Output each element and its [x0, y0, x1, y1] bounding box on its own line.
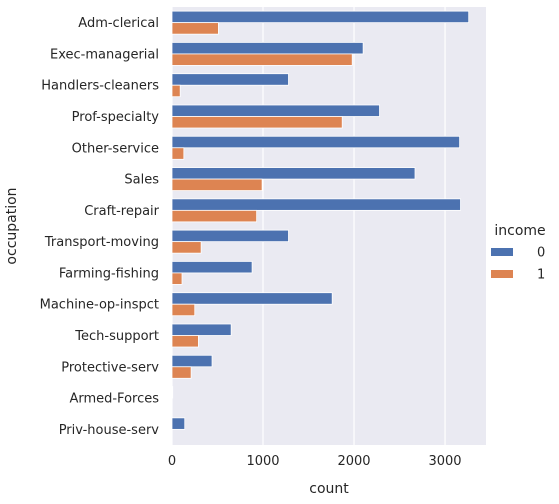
bar-machine-op-inspct-income-1 [171, 303, 196, 317]
legend: income 01 [491, 223, 546, 283]
bar-handlers-cleaners-income-0 [171, 73, 289, 86]
y-tick-label: Exec-managerial [50, 47, 159, 62]
y-tick-label: Other-service [72, 141, 159, 156]
bar-prof-specialty-income-1 [171, 116, 343, 129]
legend-items: 01 [491, 246, 545, 283]
legend-swatch-0 [491, 248, 513, 256]
bar-farming-fishing-income-1 [171, 272, 183, 285]
legend-title: income [494, 223, 545, 239]
y-tick-label: Farming-fishing [59, 266, 159, 281]
bar-priv-house-serv-income-0 [171, 417, 186, 430]
legend-label: 0 [537, 246, 545, 261]
x-tick-label: 2000 [337, 454, 370, 469]
bar-protective-serv-income-0 [171, 354, 213, 368]
bar-machine-op-inspct-income-0 [171, 292, 333, 305]
x-tick-label: 1000 [246, 454, 279, 469]
y-tick-label: Transport-moving [44, 235, 159, 250]
bar-armed-forces-income-0 [171, 386, 174, 399]
y-tick-label: Protective-serv [61, 360, 159, 375]
y-axis-title: occupation [4, 187, 20, 264]
bar-farming-fishing-income-0 [171, 261, 253, 274]
bar-craft-repair-income-0 [171, 198, 461, 211]
bar-other-service-income-1 [171, 147, 185, 160]
bar-craft-repair-income-1 [171, 209, 258, 223]
bar-tech-support-income-0 [171, 323, 232, 336]
y-tick-label: Adm-clerical [78, 16, 159, 31]
bar-adm-clerical-income-0 [171, 10, 470, 24]
bar-sales-income-1 [171, 178, 263, 191]
legend-swatch-1 [491, 270, 513, 278]
y-tick-labels: Adm-clerical Exec-managerial Handlers-clea… [40, 16, 160, 438]
y-tick-label: Craft-repair [84, 204, 159, 219]
x-tick-label: 0 [168, 454, 176, 469]
bar-exec-managerial-income-0 [171, 42, 364, 55]
y-tick-label: Armed-Forces [69, 392, 159, 407]
bar-prof-specialty-income-0 [171, 104, 380, 117]
bar-adm-clerical-income-1 [171, 22, 219, 35]
bar-tech-support-income-1 [171, 335, 199, 348]
x-tick-label: 3000 [428, 454, 461, 469]
plot-background [172, 7, 486, 445]
y-tick-label: Handlers-cleaners [41, 79, 159, 94]
bar-protective-serv-income-1 [171, 366, 192, 379]
legend-label: 1 [537, 268, 545, 283]
bar-exec-managerial-income-1 [171, 53, 353, 66]
bar-handlers-cleaners-income-1 [171, 84, 181, 98]
bar-other-service-income-0 [171, 135, 461, 149]
x-axis-title: count [309, 481, 349, 497]
y-tick-label: Priv-house-serv [59, 423, 160, 438]
y-tick-label: Sales [124, 173, 159, 188]
y-tick-label: Tech-support [74, 329, 159, 344]
x-tick-labels: 0 1000 2000 3000 [168, 454, 462, 469]
y-tick-label: Prof-specialty [72, 110, 160, 125]
bar-transport-moving-income-0 [171, 229, 289, 243]
bar-transport-moving-income-1 [171, 241, 202, 254]
bars [171, 10, 470, 442]
y-tick-label: Machine-op-inspct [40, 298, 159, 313]
bar-sales-income-0 [171, 167, 416, 180]
